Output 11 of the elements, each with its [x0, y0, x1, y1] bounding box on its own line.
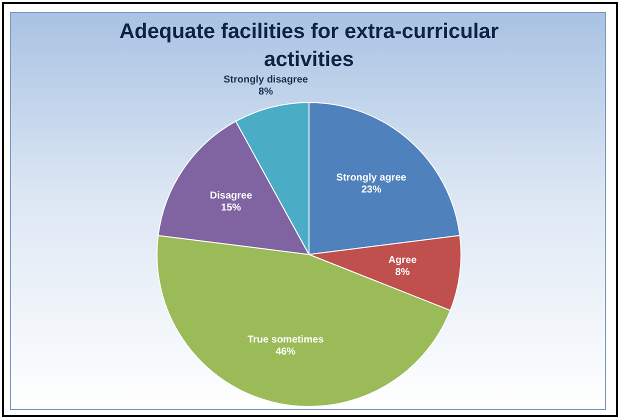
slice-label: Agree: [388, 255, 418, 266]
slice-label: Strongly disagree: [223, 74, 308, 86]
data-label: 8%: [395, 267, 410, 278]
data-label: 8%: [258, 86, 274, 98]
data-label: 15%: [221, 202, 242, 214]
chart-title: Adequate facilities for extra-curricular activities: [118, 19, 500, 73]
data-label: 23%: [361, 184, 382, 196]
slice-label: Disagree: [210, 190, 253, 202]
slice-label: Strongly agree: [336, 172, 407, 184]
slice-label: True sometimes: [247, 334, 324, 346]
data-label: 46%: [276, 346, 296, 358]
